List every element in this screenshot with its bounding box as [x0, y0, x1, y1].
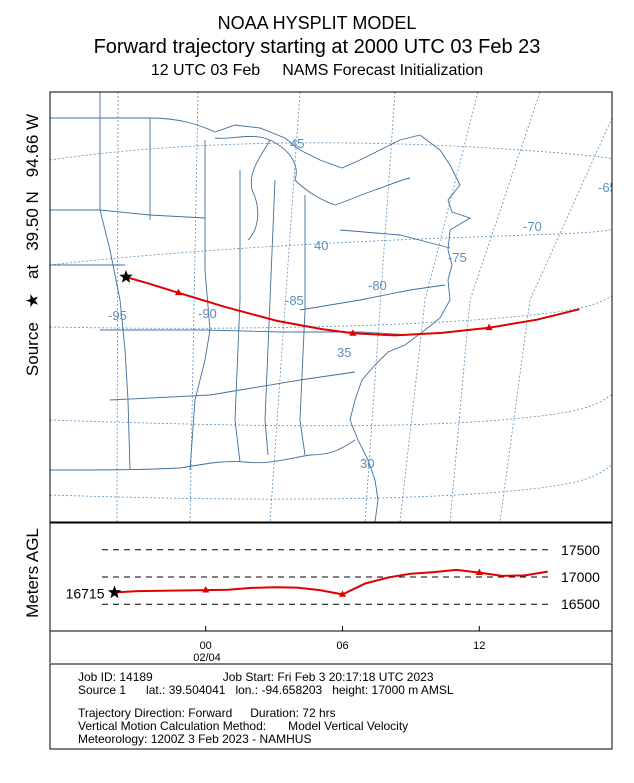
latitude-labels: 45 40 35 30	[290, 136, 374, 471]
trajectory-marker	[174, 288, 183, 296]
time-tick-label: 06	[336, 640, 348, 652]
info-line-3: Trajectory Direction: Forward Duration: 7…	[78, 706, 336, 720]
height-panel: 17500 17000 16500 16715	[66, 542, 601, 612]
east-coast	[349, 134, 472, 522]
great-lakes	[214, 135, 411, 241]
height-start-star-icon	[107, 585, 122, 599]
trajectory-line	[125, 276, 580, 337]
model-title: NOAA HYSPLIT MODEL	[217, 13, 417, 33]
lat-30-line	[50, 394, 612, 427]
lon-label-70: -70	[523, 219, 542, 234]
state-lines-ns	[99, 92, 306, 471]
lon-label-95: -95	[108, 308, 127, 323]
trajectory-marker	[349, 329, 357, 336]
lat-label-35: 35	[337, 345, 351, 360]
init-model: NAMS Forecast Initialization	[282, 62, 484, 79]
lat-40-line	[50, 229, 612, 266]
info-line-2: Source 1 lat.: 39.504041 lon.: -94.658203 h…	[78, 683, 454, 697]
init-time: 12 UTC 03 Feb	[150, 62, 261, 79]
lon-label-90: -90	[198, 306, 217, 321]
lon-75-line	[399, 92, 479, 522]
info-line-1: Job ID: 14189 Job Start: Fri Feb 3 20:17:…	[78, 670, 434, 684]
source-id: Source 1	[78, 683, 127, 697]
vertical-method-value: Model Vertical Velocity	[288, 719, 409, 733]
trajectory-duration: Duration: 72 hrs	[250, 706, 336, 720]
latlon-grid	[50, 92, 612, 522]
time-axis: 00 06 12	[200, 626, 485, 652]
source-lon-value: lon.: -94.658203	[235, 683, 323, 697]
canada-border	[50, 117, 421, 169]
lat-35-line	[50, 295, 612, 329]
height-tick-label: 17000	[561, 569, 600, 585]
state-lines-ew	[50, 209, 451, 401]
meteorology: Meteorology: 1200Z 3 Feb 2023 - NAMHUS	[78, 732, 312, 746]
info-box	[49, 663, 613, 750]
height-marker	[202, 586, 210, 593]
longitude-labels: -95 -90 -85 -80 -75 -70 -65	[108, 180, 617, 323]
lon-label-80: -80	[368, 278, 387, 293]
time-tick-label: 00	[200, 640, 212, 652]
info-line-4: Vertical Motion Calculation Method: Model…	[78, 719, 408, 733]
trajectory-direction: Trajectory Direction: Forward	[78, 706, 233, 720]
height-tick-label: 16500	[561, 596, 600, 612]
trajectory-layer	[119, 270, 580, 337]
lon-label-75: -75	[448, 250, 467, 265]
trajectory-marker	[485, 323, 493, 331]
lat-27-line	[50, 464, 612, 500]
job-id: Job ID: 14189	[78, 670, 153, 684]
lat-label-45: 45	[290, 136, 304, 151]
lon-label-85: -85	[285, 293, 304, 308]
source-height: height: 17000 m AMSL	[332, 683, 454, 697]
lon-65-line	[499, 117, 612, 522]
lon-70-line	[449, 92, 541, 522]
trajectory-title: Forward trajectory starting at 2000 UTC …	[93, 36, 541, 58]
gulf-coast	[50, 439, 356, 471]
date-label: 02/04	[193, 652, 221, 664]
lon-95-line	[116, 92, 119, 522]
height-marker	[338, 590, 347, 597]
height-start-value: 16715	[66, 586, 105, 602]
lat-label-30: 30	[360, 456, 374, 471]
forecast-subtitle: 12 UTC 03 Feb NAMS Forecast Initializatio…	[0, 62, 634, 80]
height-frame	[49, 522, 613, 632]
job-start: Job Start: Fri Feb 3 20:17:18 UTC 2023	[222, 670, 434, 684]
source-star-icon	[119, 270, 133, 283]
info-line-5: Meteorology: 1200Z 3 Feb 2023 - NAMHUS	[78, 732, 311, 746]
lat-label-40: 40	[314, 238, 328, 253]
height-tick-label: 17500	[561, 542, 600, 558]
lon-label-65: -65	[598, 180, 617, 195]
map-boundaries	[50, 92, 472, 522]
height-line	[114, 568, 548, 596]
source-lat-value: lat.: 39.504041	[146, 683, 226, 697]
time-tick-label: 12	[473, 640, 485, 652]
lat-45-line	[50, 142, 612, 161]
vertical-method-label: Vertical Motion Calculation Method:	[78, 719, 267, 733]
height-marker	[475, 568, 483, 576]
map-frame	[49, 91, 613, 523]
